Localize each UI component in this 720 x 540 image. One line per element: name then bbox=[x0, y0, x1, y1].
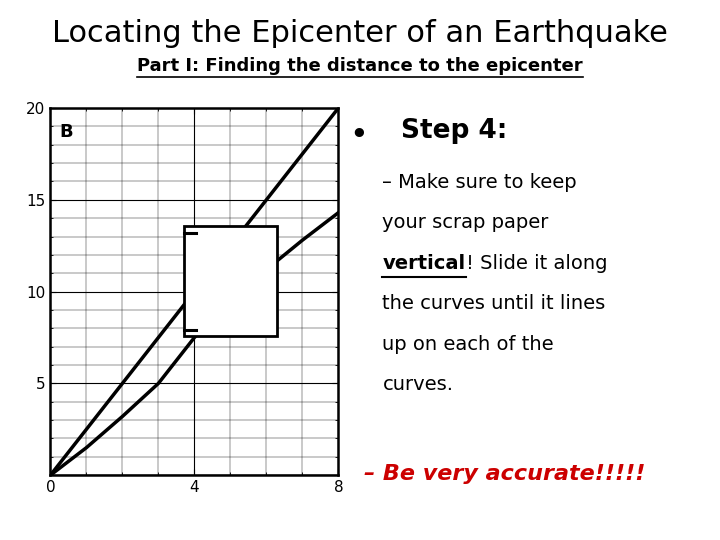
Bar bbox=[184, 226, 277, 336]
Text: – Make sure to keep: – Make sure to keep bbox=[382, 173, 577, 192]
Text: •: • bbox=[349, 120, 368, 151]
Text: vertical: vertical bbox=[382, 254, 466, 273]
Text: up on each of the: up on each of the bbox=[382, 335, 554, 354]
Text: your scrap paper: your scrap paper bbox=[382, 213, 549, 232]
Text: Step 4:: Step 4: bbox=[401, 118, 507, 144]
Text: – Be very accurate!!!!!: – Be very accurate!!!!! bbox=[364, 464, 645, 484]
Text: curves.: curves. bbox=[382, 375, 454, 394]
Text: Part I: Finding the distance to the epicenter: Part I: Finding the distance to the epic… bbox=[138, 57, 582, 75]
Text: the curves until it lines: the curves until it lines bbox=[382, 294, 606, 313]
Text: B: B bbox=[60, 123, 73, 141]
Text: Locating the Epicenter of an Earthquake: Locating the Epicenter of an Earthquake bbox=[52, 19, 668, 48]
Text: ! Slide it along: ! Slide it along bbox=[466, 254, 607, 273]
